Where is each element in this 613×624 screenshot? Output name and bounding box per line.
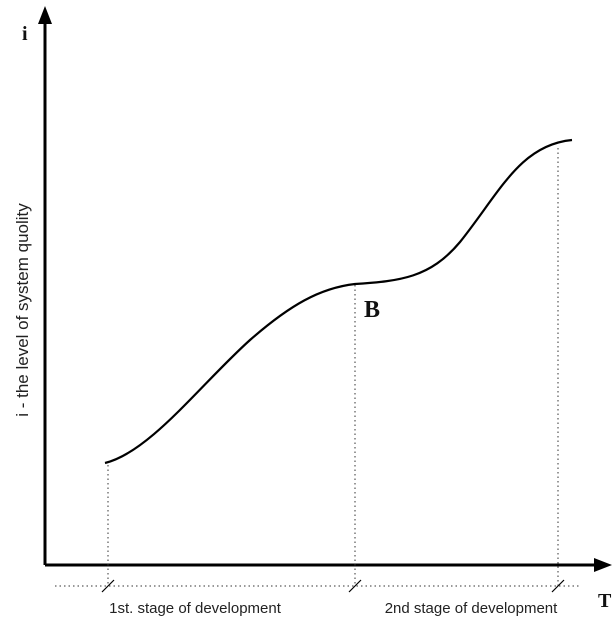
- development-curve: [104, 138, 573, 465]
- stage-label: 2nd stage of development: [385, 600, 558, 617]
- x-axis-arrow: [594, 558, 612, 572]
- point-label: B: [364, 297, 380, 323]
- y-axis-symbol: i: [22, 23, 28, 45]
- stage-label: 1st. stage of development: [109, 600, 282, 617]
- y-axis-arrow: [38, 6, 52, 24]
- x-axis-symbol: T: [598, 590, 612, 612]
- y-axis-label: i - the level of system quolity: [13, 203, 32, 417]
- break-marks: [101, 579, 565, 593]
